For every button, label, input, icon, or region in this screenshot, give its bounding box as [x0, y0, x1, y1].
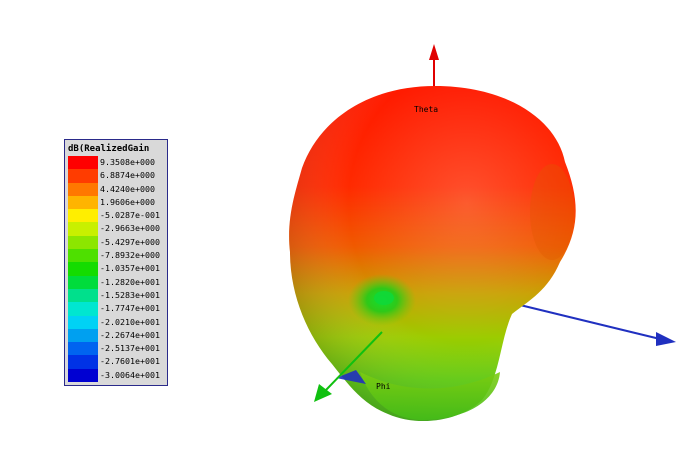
pattern-surface — [289, 86, 576, 422]
legend-entry: 4.4240e+000 — [68, 182, 165, 196]
color-legend: dB(RealizedGain 9.3508e+000 6.8874e+000 4.… — [64, 139, 168, 387]
legend-swatch — [68, 342, 98, 356]
legend-entry: 1.9606e+000 — [68, 195, 165, 210]
phi-label: Phi — [376, 382, 391, 391]
legend-entry: -1.5283e+001 — [68, 288, 165, 303]
legend-value: -7.8932e+000 — [100, 250, 160, 261]
x-axis — [519, 304, 676, 346]
legend-title: dB(RealizedGain — [68, 144, 150, 154]
legend-swatch — [68, 249, 98, 263]
legend-entry: -2.0210e+001 — [68, 315, 165, 329]
legend-rows: 9.3508e+000 6.8874e+000 4.4240e+000 1.9606e… — [68, 156, 165, 383]
legend-value: -1.2820e+001 — [100, 276, 160, 287]
legend-entry: -5.0287e-001 — [68, 209, 165, 223]
y-axis — [314, 331, 383, 402]
legend-value: -5.0287e-001 — [100, 210, 160, 221]
legend-value: 6.8874e+000 — [100, 170, 155, 181]
legend-swatch — [68, 262, 98, 276]
legend-value: -2.9663e+000 — [100, 223, 160, 234]
legend-value: -3.0064e+001 — [100, 369, 160, 380]
legend-entry: 6.8874e+000 — [68, 169, 165, 183]
legend-value: -1.7747e+001 — [100, 303, 160, 314]
legend-entry: -2.5137e+001 — [68, 342, 165, 356]
legend-swatch — [68, 195, 98, 210]
legend-value: -2.2674e+001 — [100, 329, 160, 340]
legend-entry: -5.4297e+000 — [68, 235, 165, 250]
legend-value: 1.9606e+000 — [100, 196, 155, 207]
legend-swatch — [68, 169, 98, 183]
legend-value: -2.5137e+001 — [100, 343, 160, 354]
legend-swatch — [68, 328, 98, 343]
legend-entry: -2.2674e+001 — [68, 328, 165, 343]
legend-swatch — [68, 182, 98, 196]
legend-entry: -2.9663e+000 — [68, 222, 165, 236]
legend-swatch — [68, 288, 98, 303]
legend-swatch — [68, 209, 98, 223]
legend-swatch — [68, 368, 98, 383]
legend-entry: -1.2820e+001 — [68, 275, 165, 289]
legend-entry: 9.3508e+000 — [68, 156, 165, 170]
legend-value: -2.0210e+001 — [100, 316, 160, 327]
legend-swatch — [68, 315, 98, 329]
legend-value: -1.5283e+001 — [100, 289, 160, 300]
legend-entry: -3.0064e+001 — [68, 368, 165, 383]
legend-swatch — [68, 275, 98, 289]
legend-swatch — [68, 222, 98, 236]
legend-entry: -2.7601e+001 — [68, 355, 165, 369]
legend-swatch — [68, 156, 98, 170]
legend-entry: -1.0357e+001 — [68, 262, 165, 276]
legend-value: 4.4240e+000 — [100, 183, 155, 194]
legend-value: -5.4297e+000 — [100, 236, 160, 247]
legend-swatch — [68, 235, 98, 250]
legend-swatch — [68, 355, 98, 369]
theta-label: Theta — [414, 105, 438, 114]
origin-marker — [336, 370, 366, 384]
legend-swatch — [68, 302, 98, 316]
legend-entry: -7.8932e+000 — [68, 249, 165, 263]
legend-value: -2.7601e+001 — [100, 356, 160, 367]
legend-value: 9.3508e+000 — [100, 157, 155, 167]
legend-value: -1.0357e+001 — [100, 263, 160, 274]
legend-entry: -1.7747e+001 — [68, 302, 165, 316]
